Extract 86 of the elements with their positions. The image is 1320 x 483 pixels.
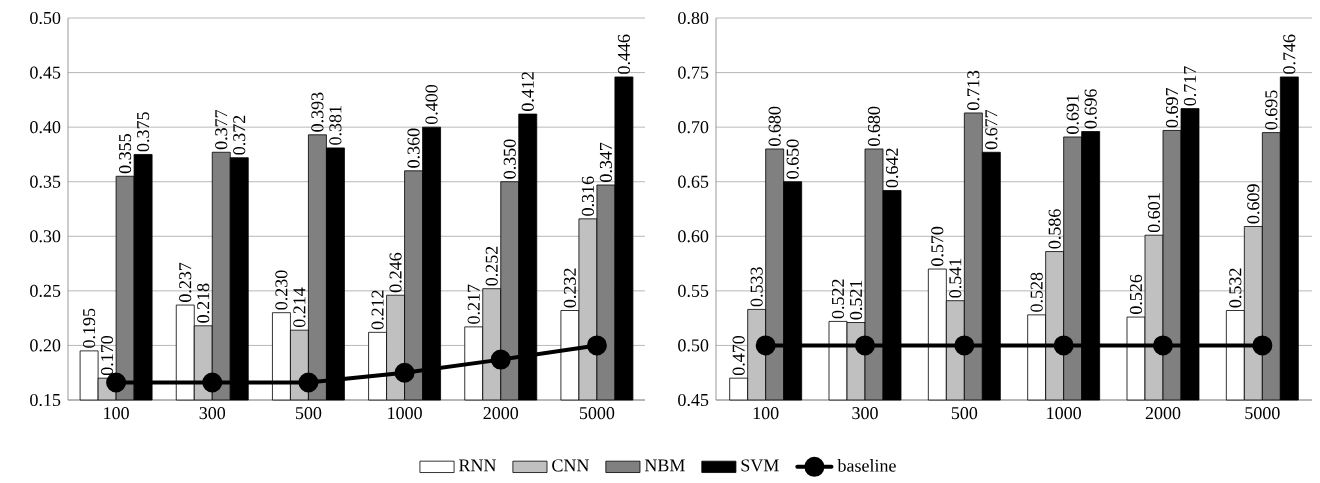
data-label: 0.680 — [867, 106, 881, 147]
y-tick-label: 0.40 — [30, 121, 61, 134]
data-label: 0.601 — [1147, 193, 1161, 233]
data-label: 0.393 — [311, 92, 324, 132]
data-label: 0.533 — [750, 267, 763, 307]
y-tick-label: 0.30 — [30, 230, 61, 243]
data-label: 0.381 — [329, 106, 342, 145]
y-tick-label: 0.50 — [678, 339, 709, 352]
data-label: 0.195 — [82, 308, 96, 348]
data-label: 0.696 — [1084, 89, 1097, 129]
legend-label: baseline — [837, 459, 896, 472]
point — [586, 335, 607, 356]
x-tick-label: 300 — [199, 407, 226, 420]
data-label: 0.400 — [425, 85, 438, 125]
data-label: 0.246 — [389, 253, 402, 293]
data-label: 0.521 — [849, 280, 863, 320]
data-label: 0.347 — [599, 142, 613, 183]
data-label: 0.570 — [931, 227, 944, 267]
data-label: 0.541 — [949, 259, 962, 298]
data-label: 0.586 — [1048, 209, 1061, 249]
data-label: 0.212 — [371, 290, 384, 330]
legend-label: CNN — [552, 459, 589, 472]
y-tick-label: 0.25 — [30, 284, 61, 298]
data-label: 0.526 — [1129, 274, 1143, 315]
data-label: 0.695 — [1265, 90, 1278, 130]
x-tick-label: 300 — [852, 407, 878, 420]
point — [298, 372, 319, 393]
data-label: 0.677 — [985, 110, 998, 150]
data-label: 0.218 — [197, 283, 210, 323]
data-label: 0.446 — [617, 34, 631, 75]
x-tick-label: 500 — [951, 407, 978, 420]
data-label: 0.470 — [732, 336, 745, 376]
data-label: 0.746 — [1283, 34, 1296, 75]
x-tick-label: 1000 — [388, 407, 422, 420]
data-label: 0.377 — [215, 110, 228, 150]
data-label: 0.360 — [407, 128, 420, 168]
data-label: 0.697 — [1165, 88, 1179, 128]
data-label: 0.316 — [581, 176, 595, 216]
legend-label: SVM — [741, 459, 779, 472]
y-tick-label: 0.50 — [30, 12, 61, 25]
data-label: 0.214 — [293, 287, 306, 328]
data-label: 0.650 — [786, 139, 799, 179]
y-tick-label: 0.55 — [678, 284, 709, 298]
data-label: 0.717 — [1183, 66, 1197, 106]
data-label: 0.350 — [503, 139, 516, 179]
data-label: 0.252 — [485, 246, 498, 286]
y-tick-label: 0.35 — [30, 175, 61, 189]
data-label: 0.375 — [136, 112, 150, 152]
data-label: 0.532 — [1229, 268, 1242, 308]
data-label: 0.230 — [275, 270, 288, 310]
data-label: 0.217 — [467, 284, 480, 324]
x-tick-label: 5000 — [1245, 407, 1280, 420]
x-tick-label: 1000 — [1047, 407, 1081, 420]
data-label: 0.170 — [100, 336, 114, 376]
y-tick-label: 0.15 — [30, 394, 61, 407]
x-tick-label: 2000 — [1145, 407, 1181, 420]
data-label: 0.237 — [179, 262, 192, 303]
y-tick-label: 0.80 — [678, 12, 709, 25]
x-tick-label: 2000 — [483, 407, 519, 420]
data-label: 0.372 — [233, 116, 246, 155]
data-label: 0.713 — [967, 70, 980, 111]
y-tick-label: 0.20 — [30, 339, 61, 352]
y-tick-label: 0.70 — [678, 121, 709, 134]
y-tick-label: 0.45 — [30, 66, 61, 79]
x-tick-label: 5000 — [579, 407, 615, 420]
y-tick-label: 0.45 — [678, 394, 709, 407]
point — [394, 362, 415, 383]
point — [490, 349, 511, 370]
point — [202, 372, 223, 393]
data-label: 0.691 — [1066, 95, 1079, 135]
data-label: 0.609 — [1247, 184, 1260, 224]
legend-label: RNN — [459, 459, 497, 472]
data-label: 0.528 — [1030, 272, 1043, 312]
data-label: 0.680 — [768, 106, 781, 147]
x-tick-label: 100 — [104, 407, 129, 420]
legend-label: NBM — [644, 459, 685, 472]
data-label: 0.412 — [521, 72, 534, 112]
y-tick-label: 0.65 — [678, 175, 709, 189]
data-label: 0.355 — [118, 134, 132, 174]
data-label: 0.642 — [885, 148, 899, 188]
x-tick-label: 500 — [295, 407, 322, 420]
data-label: 0.232 — [563, 268, 577, 308]
y-tick-label: 0.75 — [678, 66, 709, 79]
data-label: 0.522 — [831, 279, 845, 319]
x-tick-label: 100 — [753, 407, 779, 420]
y-tick-label: 0.60 — [678, 230, 709, 243]
